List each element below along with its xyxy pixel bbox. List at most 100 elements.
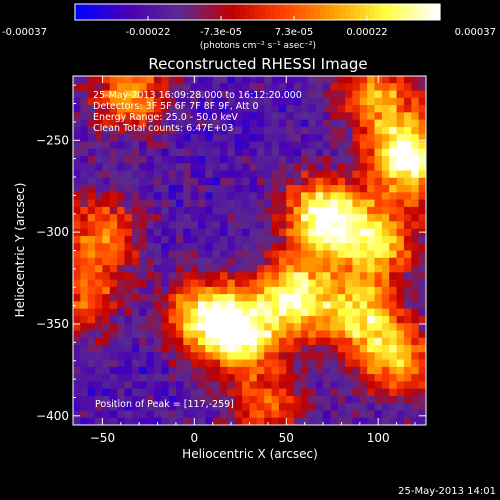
- heatmap-cell: [146, 141, 155, 150]
- heatmap-cell: [359, 250, 368, 259]
- heatmap-cell: [190, 250, 199, 259]
- heatmap-cell: [381, 148, 390, 157]
- heatmap-cell: [139, 235, 148, 244]
- heatmap-cell: [183, 134, 192, 142]
- heatmap-cell: [323, 308, 331, 317]
- heatmap-cell: [168, 388, 177, 397]
- heatmap-cell: [315, 76, 324, 84]
- heatmap-cell: [205, 134, 214, 142]
- heatmap-cell: [403, 388, 412, 397]
- heatmap-cell: [367, 163, 376, 172]
- heatmap-cell: [168, 330, 177, 339]
- heatmap-cell: [198, 83, 206, 92]
- heatmap-cell: [315, 359, 324, 368]
- heatmap-cell: [234, 76, 243, 84]
- heatmap-cell: [205, 359, 214, 368]
- heatmap-cell: [117, 308, 125, 317]
- heatmap-cell: [139, 134, 148, 142]
- heatmap-cell: [249, 105, 258, 113]
- heatmap-cell: [205, 286, 214, 295]
- heatmap-cell: [146, 105, 155, 113]
- heatmap-cell: [345, 388, 353, 397]
- heatmap-cell: [389, 97, 398, 106]
- heatmap-cell: [161, 235, 170, 244]
- heatmap-cell: [403, 294, 412, 302]
- heatmap-cell: [381, 359, 390, 368]
- heatmap-cell: [359, 243, 368, 251]
- heatmap-cell: [161, 141, 170, 150]
- heatmap-cell: [418, 265, 427, 273]
- heatmap-cell: [359, 403, 368, 411]
- heatmap-cell: [345, 221, 353, 230]
- heatmap-cell: [396, 417, 405, 426]
- heatmap-cell: [330, 105, 339, 113]
- heatmap-cell: [161, 163, 170, 172]
- heatmap-cell: [153, 192, 162, 201]
- heatmap-cell: [330, 214, 339, 222]
- heatmap-cell: [418, 235, 427, 244]
- heatmap-cell: [367, 148, 376, 157]
- heatmap-cell: [168, 126, 177, 135]
- heatmap-cell: [124, 265, 133, 273]
- heatmap-cell: [271, 163, 280, 172]
- heatmap-cell: [389, 286, 398, 295]
- heatmap-cell: [278, 148, 287, 157]
- heatmap-cell: [403, 279, 412, 288]
- heatmap-cell: [286, 257, 295, 266]
- heatmap-cell: [212, 308, 221, 317]
- heatmap-cell: [249, 126, 258, 135]
- heatmap-cell: [183, 352, 192, 361]
- heatmap-cell: [183, 366, 192, 375]
- heatmap-cell: [337, 148, 346, 157]
- heatmap-cell: [418, 250, 427, 259]
- heatmap-cell: [183, 374, 192, 382]
- heatmap-cell: [205, 83, 214, 92]
- heatmap-cell: [249, 243, 258, 251]
- heatmap-cell: [80, 90, 89, 99]
- heatmap-cell: [175, 250, 184, 259]
- heatmap-cell: [264, 206, 273, 215]
- heatmap-cell: [190, 97, 199, 106]
- heatmap-cell: [124, 199, 133, 208]
- heatmap-cell: [367, 359, 376, 368]
- heatmap-cell: [323, 112, 331, 121]
- heatmap-cell: [87, 374, 96, 382]
- heatmap-cell: [359, 206, 368, 215]
- heatmap-cell: [418, 170, 427, 179]
- heatmap-cell: [249, 192, 258, 201]
- heatmap-cell: [315, 170, 324, 179]
- heatmap-cell: [183, 105, 192, 113]
- heatmap-cell: [131, 185, 140, 193]
- heatmap-cell: [234, 352, 243, 361]
- heatmap-cell: [183, 388, 192, 397]
- heatmap-cell: [198, 214, 206, 222]
- heatmap-cell: [271, 76, 280, 84]
- heatmap-cell: [249, 308, 258, 317]
- heatmap-cell: [242, 257, 250, 266]
- heatmap-cell: [161, 76, 170, 84]
- heatmap-cell: [293, 410, 302, 419]
- heatmap-cell: [330, 163, 339, 172]
- heatmap-cell: [271, 395, 280, 404]
- heatmap-cell: [220, 163, 228, 172]
- heatmap-cell: [212, 199, 221, 208]
- heatmap-cell: [109, 265, 118, 273]
- heatmap-cell: [396, 279, 405, 288]
- heatmap-cell: [323, 257, 331, 266]
- heatmap-cell: [374, 388, 383, 397]
- heatmap-cell: [95, 199, 103, 208]
- heatmap-cell: [367, 206, 376, 215]
- heatmap-cell: [234, 359, 243, 368]
- colorbar-cell: [185, 4, 191, 20]
- heatmap-cell: [367, 352, 376, 361]
- heatmap-cell: [396, 141, 405, 150]
- heatmap-cell: [249, 112, 258, 121]
- heatmap-cell: [102, 192, 111, 201]
- heatmap-cell: [109, 214, 118, 222]
- heatmap-cell: [403, 403, 412, 411]
- heatmap-cell: [205, 141, 214, 150]
- heatmap-cell: [131, 403, 140, 411]
- heatmap-cell: [205, 410, 214, 419]
- heatmap-cell: [131, 206, 140, 215]
- heatmap-cell: [278, 170, 287, 179]
